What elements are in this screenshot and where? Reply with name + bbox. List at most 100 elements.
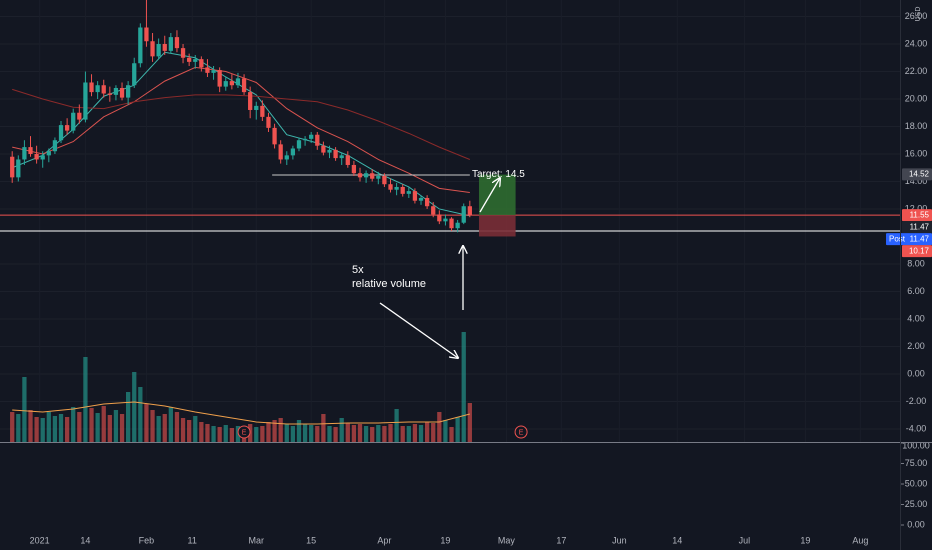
candle-body (180, 48, 186, 58)
volume-bar (266, 422, 271, 442)
volume-bar (126, 392, 131, 442)
candle-body (290, 148, 296, 156)
candle-body (223, 81, 228, 87)
volume-bar (418, 425, 424, 442)
x-tick-label: Jul (739, 535, 751, 545)
x-tick-label: 19 (800, 535, 810, 545)
volume-bar (40, 418, 45, 442)
axis-layer: -4.00 -2.00 0.00 2.00 4.00 6.00 8.00 12.00 14.00… (30, 11, 932, 545)
y-tick-label: 0.00 (907, 368, 925, 378)
candle-body (345, 155, 350, 165)
volume-bar (254, 427, 259, 442)
candle-body (467, 206, 472, 216)
price-tag-label: 10.17 (909, 246, 930, 255)
y-tick-label: 22.00 (905, 66, 928, 76)
volume-bar (296, 420, 302, 442)
volume-bar (394, 409, 399, 442)
x-tick-label: 2021 (30, 535, 50, 545)
y-tick-label: 14.00 (905, 176, 928, 186)
y-tick-label: 100.00 (902, 440, 930, 450)
candle-body (241, 78, 247, 93)
candle-body (199, 59, 204, 68)
candle-body (174, 37, 180, 49)
annotation: 5x (352, 264, 364, 276)
y-tick-label: 24.00 (905, 38, 928, 48)
y-tick-label: 20.00 (905, 93, 928, 103)
volume-bar (187, 420, 192, 442)
candle-body (77, 112, 82, 120)
candle-body (34, 153, 39, 160)
volume-bar (431, 423, 436, 442)
candle-body (193, 59, 198, 62)
y-tick-label: -2.00 (906, 396, 927, 406)
candle-body (357, 173, 363, 178)
candle-body (229, 81, 234, 86)
candle-body (339, 155, 344, 159)
volume-bar (58, 414, 64, 442)
volume-bar (290, 426, 296, 442)
volume-bar (162, 414, 167, 442)
volume-bar (205, 424, 210, 442)
candle-body (309, 134, 314, 139)
y-tick-label: 25.00 (905, 499, 928, 509)
candle-body (376, 175, 381, 179)
candle-body (162, 43, 167, 51)
candle-body (40, 155, 45, 160)
y-tick-label: 75.00 (905, 458, 928, 468)
volume-bar (406, 426, 411, 442)
candle-body (58, 125, 64, 141)
x-tick-label: Mar (249, 535, 265, 545)
volume-bar (260, 426, 265, 442)
moving-average (12, 66, 470, 193)
price-tag (886, 233, 932, 246)
y-tick-label: 50.00 (905, 478, 928, 488)
x-tick-label: Apr (377, 535, 391, 545)
volume-bar (388, 424, 393, 442)
volume-bar (64, 417, 70, 442)
candle-body (284, 155, 289, 160)
volume-bar (229, 428, 234, 442)
candle-body (46, 151, 51, 156)
candle-body (321, 145, 326, 153)
volume-bar (138, 387, 143, 442)
price-tag-prefix: Post (889, 234, 906, 243)
candle-body (156, 43, 161, 57)
y-tick-label: 26.00 (905, 11, 928, 21)
grid (900, 442, 904, 526)
y-tick-label: 12.00 (905, 203, 928, 213)
x-tick-label: May (498, 535, 516, 545)
candle-body (71, 112, 76, 131)
volume-bar (132, 372, 137, 442)
target-label: Target: 14.5 (472, 169, 525, 180)
volume-bar (272, 420, 277, 442)
y-tick-label: 0.00 (907, 519, 925, 529)
volume-bar (357, 424, 363, 442)
volume-bar (315, 426, 320, 442)
volume-bar (351, 425, 357, 442)
volume-bar (119, 414, 125, 442)
volume-bar (327, 426, 332, 442)
candle-body (388, 184, 393, 190)
volume-bar (302, 424, 308, 442)
volume-bar (10, 412, 15, 442)
volume-bar (144, 404, 149, 442)
candle-body (248, 92, 253, 110)
candle-body (10, 156, 15, 178)
candle-body (351, 164, 357, 174)
volume-bar (333, 427, 338, 442)
candle-body (138, 27, 143, 64)
candle-body (418, 197, 424, 201)
volume-bar (309, 425, 314, 442)
candle-body (406, 191, 411, 194)
volume-bar (449, 427, 454, 442)
candle-body (22, 147, 27, 160)
volume-bar (211, 426, 216, 442)
volume-bar (150, 410, 155, 442)
candle-body (296, 140, 302, 149)
volume-bar (174, 412, 180, 442)
candle-body (461, 206, 466, 223)
x-tick-label: Aug (852, 535, 868, 545)
volume-bar (424, 422, 430, 442)
candle-body (107, 93, 112, 95)
